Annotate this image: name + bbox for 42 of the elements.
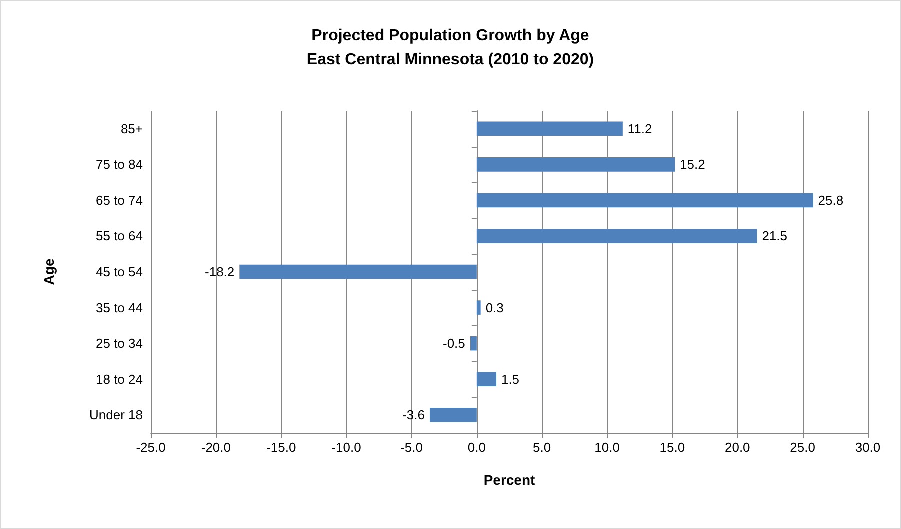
x-tick-label: 5.0 <box>533 440 552 455</box>
data-label: 1.5 <box>501 372 520 387</box>
y-tick-label: 65 to 74 <box>96 192 143 208</box>
data-label: -3.6 <box>402 408 425 423</box>
x-axis-title: Percent <box>484 472 536 488</box>
y-tick-label: 55 to 64 <box>96 228 143 244</box>
data-label: 21.5 <box>762 228 788 244</box>
data-label: 11.2 <box>628 121 652 136</box>
y-tick-label: 25 to 34 <box>96 336 143 352</box>
data-label: -0.5 <box>442 336 466 352</box>
x-tick-label: -20.0 <box>201 440 231 455</box>
bar <box>476 193 814 208</box>
data-label: 0.3 <box>486 300 504 316</box>
bar <box>476 372 496 386</box>
bar <box>430 408 477 422</box>
y-tick-label: Under 18 <box>90 408 143 423</box>
x-tick-label: -10.0 <box>332 440 362 455</box>
x-tick-label: -25.0 <box>136 440 166 455</box>
bar <box>476 122 623 136</box>
bar <box>476 300 481 315</box>
x-tick-label: 15.0 <box>660 440 686 455</box>
bar <box>476 229 758 244</box>
bar <box>470 336 477 351</box>
y-tick-label: 35 to 44 <box>96 300 143 316</box>
y-tick-label: 85+ <box>120 121 143 136</box>
data-label: -18.2 <box>205 264 235 280</box>
y-tick-label: 75 to 84 <box>96 157 143 172</box>
chart-title: Projected Population Growth by Age East Central Minnesota (2010 to 2020) <box>306 28 594 68</box>
bar <box>476 158 676 172</box>
x-tick-label: 0.0 <box>468 440 486 455</box>
data-label: 15.2 <box>680 157 706 172</box>
bar <box>240 264 477 280</box>
y-tick-label: 18 to 24 <box>96 372 143 387</box>
y-axis-title: Age <box>41 258 57 286</box>
x-tick-label: 25.0 <box>790 440 816 455</box>
y-tick-label: 45 to 54 <box>96 264 143 280</box>
x-tick-label: -15.0 <box>266 440 296 455</box>
data-label: 25.8 <box>818 192 844 208</box>
x-tick-label: 30.0 <box>855 440 881 455</box>
x-tick-label: -5.0 <box>400 440 423 455</box>
x-tick-label: 10.0 <box>594 440 620 455</box>
x-tick-label: 20.0 <box>724 440 750 455</box>
